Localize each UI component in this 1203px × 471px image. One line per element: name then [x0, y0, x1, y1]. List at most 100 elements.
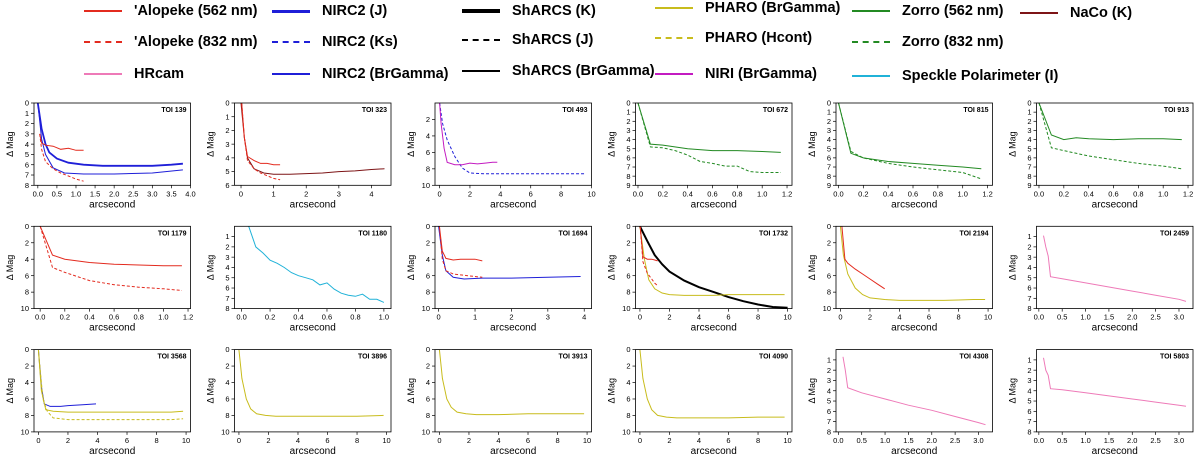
y-axis-label: Δ Mag [1008, 378, 1018, 404]
panel-title: TOI 3913 [558, 354, 587, 361]
legend-item-nirc2-ks: NIRC2 (Ks) [272, 34, 398, 50]
x-tick-label: 2.5 [1150, 436, 1160, 445]
legend-item-sharcs-k: ShARCS (K) [462, 3, 596, 19]
x-tick-label: 4 [498, 189, 502, 198]
x-tick-label: 0 [237, 436, 241, 445]
y-tick-label: 3 [827, 126, 831, 135]
y-tick-label: 10 [422, 304, 430, 313]
x-tick-label: 4.0 [185, 189, 195, 198]
y-tick-label: 0 [626, 99, 630, 108]
x-tick-label: 0.0 [833, 189, 843, 198]
y-tick-label: 7 [1027, 294, 1031, 303]
y-tick-label: 2 [626, 238, 630, 247]
x-tick-label: 0.4 [1083, 189, 1093, 198]
y-axis-label: Δ Mag [406, 255, 416, 281]
plot-frame [234, 349, 392, 433]
x-tick-label: 0.5 [1057, 436, 1067, 445]
x-tick-label: 1 [473, 313, 477, 322]
legend-label: NIRC2 (BrGamma) [322, 66, 449, 82]
legend: 'Alopeke (562 nm) NIRC2 (J) ShARCS (K) P… [0, 0, 1203, 95]
y-tick-label: 7 [1027, 417, 1031, 426]
y-tick-label: 8 [25, 181, 29, 190]
legend-label: PHARO (Hcont) [705, 30, 813, 46]
y-tick-label: 8 [25, 411, 29, 420]
series-line [637, 103, 781, 153]
legend-line [84, 41, 122, 43]
plot-frame [835, 225, 993, 310]
x-tick-label: 0 [437, 436, 441, 445]
legend-line [655, 37, 693, 39]
x-tick-label: 0.0 [1034, 189, 1044, 198]
y-tick-label: 7 [827, 163, 831, 172]
x-tick-label: 0 [437, 313, 441, 322]
panel-toi-2194: 0 2 4 6 8 10 0 2 4 6 8 10 TOI 2194 arcsecond Δ Mag [807, 222, 993, 334]
x-tick-label: 0.4 [84, 313, 94, 322]
x-tick-label: 8 [154, 436, 158, 445]
legend-line [462, 70, 500, 72]
x-axis-label: arcsecond [290, 446, 336, 457]
y-axis-label: Δ Mag [1008, 131, 1018, 157]
series-line [39, 133, 84, 151]
legend-line [655, 73, 693, 75]
x-tick-label: 1.2 [982, 189, 992, 198]
panel-title: TOI 4090 [759, 354, 788, 361]
y-tick-label: 2 [426, 362, 430, 371]
panel-toi-323: 0 1 2 3 4 0 1 2 3 4 5 6 TOI 323 arcsecond Δ Mag [206, 99, 392, 210]
y-tick-label: 0 [426, 222, 430, 231]
x-tick-label: 2 [667, 313, 671, 322]
series-line [1043, 235, 1187, 302]
x-axis-label: arcsecond [89, 323, 135, 334]
panel-title: TOI 3568 [157, 354, 186, 361]
y-tick-label: 6 [626, 271, 630, 280]
x-tick-label: 4 [697, 313, 701, 322]
x-tick-label: 10 [587, 189, 595, 198]
legend-line [84, 73, 122, 75]
y-tick-label: 3 [225, 253, 229, 262]
y-axis-label: Δ Mag [5, 255, 15, 281]
series-line [241, 103, 281, 181]
series-line [838, 103, 982, 180]
x-tick-label: 6 [927, 313, 931, 322]
x-tick-label: 1 [272, 189, 276, 198]
x-tick-label: 2 [868, 313, 872, 322]
x-tick-label: 1.0 [158, 313, 168, 322]
panel-title: TOI 4308 [959, 354, 988, 361]
y-axis-label: Δ Mag [206, 378, 216, 404]
y-tick-label: 2 [1027, 366, 1031, 375]
legend-line [272, 9, 310, 13]
x-tick-label: 6 [526, 436, 530, 445]
plot-frame [234, 225, 392, 310]
y-tick-label: 6 [626, 153, 630, 162]
y-tick-label: 0 [626, 222, 630, 231]
legend-label: Zorro (562 nm) [902, 3, 1004, 19]
y-tick-label: 2 [827, 238, 831, 247]
panel-title: TOI 1179 [158, 230, 187, 237]
y-tick-label: 0 [225, 99, 229, 108]
legend-line [272, 73, 310, 75]
x-tick-label: 2 [266, 436, 270, 445]
x-tick-label: 1.0 [1080, 313, 1090, 322]
x-tick-label: 0.0 [1034, 313, 1044, 322]
x-tick-label: 1.0 [957, 189, 967, 198]
y-tick-label: 10 [221, 428, 229, 437]
x-tick-label: 3 [337, 189, 341, 198]
series-line [37, 349, 184, 421]
x-tick-label: 2 [509, 313, 513, 322]
legend-item-naco-k: NaCo (K) [1020, 5, 1132, 21]
x-tick-label: 0.2 [1059, 189, 1069, 198]
x-tick-label: 2.5 [1150, 313, 1160, 322]
panel-toi-3568: 0 2 4 6 8 10 0 2 4 6 8 10 TOI 3568 arcsecond Δ Mag [5, 345, 191, 457]
y-tick-label: 1 [1027, 355, 1031, 364]
y-tick-label: 0 [1027, 99, 1031, 108]
panel-title: TOI 5803 [1160, 354, 1189, 361]
y-tick-label: 5 [626, 144, 630, 153]
x-tick-label: 0.0 [35, 313, 45, 322]
x-tick-label: 0.0 [833, 436, 843, 445]
series-line [438, 226, 483, 278]
plot-frame [835, 102, 993, 186]
y-tick-label: 4 [1027, 135, 1031, 144]
y-tick-label: 3 [25, 129, 29, 138]
x-axis-label: arcsecond [891, 323, 937, 334]
x-tick-label: 1.0 [379, 313, 389, 322]
